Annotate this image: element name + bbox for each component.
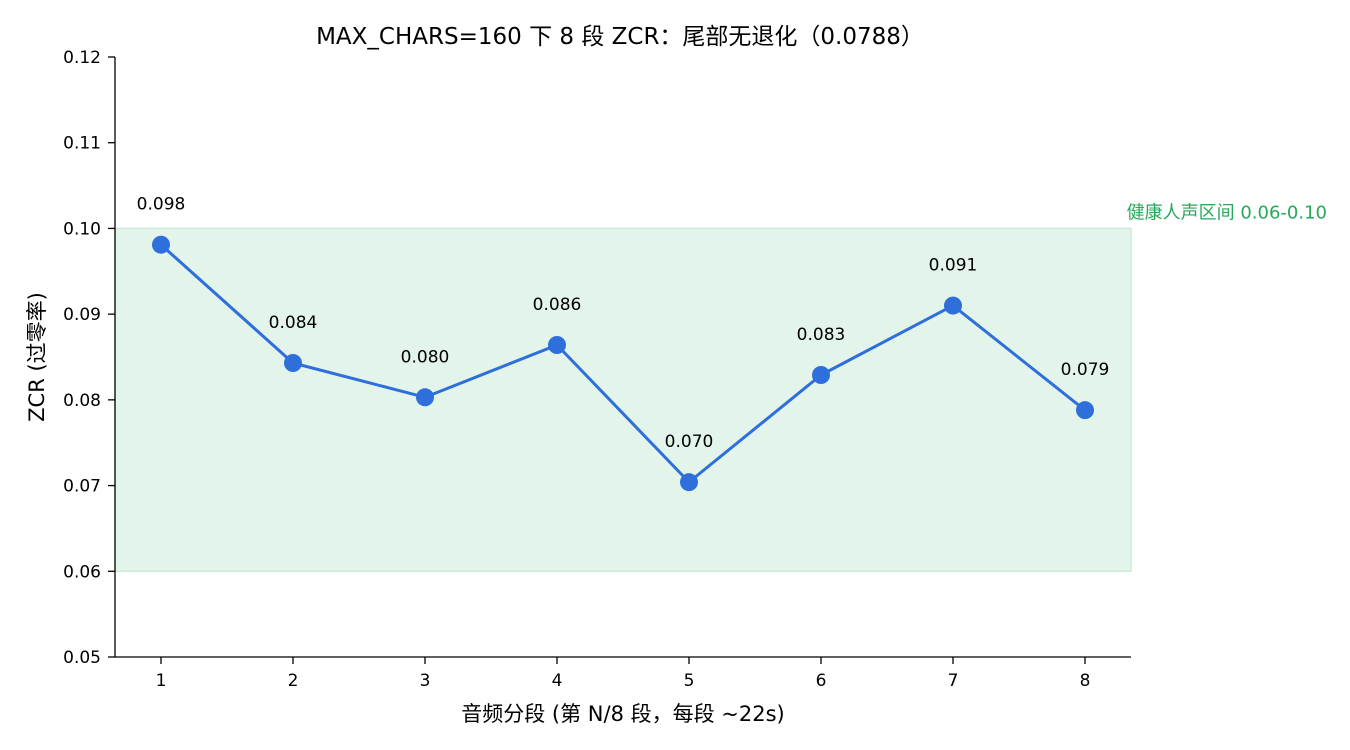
y-tick-label: 0.12 xyxy=(63,48,101,68)
data-point xyxy=(812,366,830,384)
data-point xyxy=(944,296,962,315)
data-label: 0.084 xyxy=(269,313,318,333)
y-axis-label: ZCR (过零率) xyxy=(25,292,49,422)
data-label: 0.098 xyxy=(137,195,186,215)
data-point xyxy=(1076,401,1094,420)
data-point xyxy=(284,354,302,372)
data-label: 0.083 xyxy=(797,325,846,345)
data-label: 0.080 xyxy=(401,347,450,367)
y-tick-label: 0.08 xyxy=(63,391,101,411)
y-tick-label: 0.11 xyxy=(63,134,101,154)
data-point xyxy=(680,473,698,492)
x-ticks: 1 2 3 4 5 6 7 8 xyxy=(156,657,1091,691)
data-label: 0.091 xyxy=(929,256,978,276)
x-tick-label: 5 xyxy=(684,671,695,691)
x-tick-label: 3 xyxy=(420,671,431,691)
chart-title: MAX_CHARS=160 下 8 段 ZCR：尾部无退化（0.0788） xyxy=(316,24,924,50)
y-tick-label: 0.05 xyxy=(63,648,101,668)
data-label: 0.070 xyxy=(665,432,714,452)
band-label: 健康人声区间 0.06-0.10 xyxy=(1127,202,1327,223)
x-tick-label: 8 xyxy=(1080,671,1091,691)
x-tick-label: 2 xyxy=(288,671,299,691)
y-tick-label: 0.10 xyxy=(63,219,101,239)
data-point xyxy=(152,235,170,254)
data-point xyxy=(416,388,434,407)
y-tick-label: 0.09 xyxy=(63,305,101,325)
data-label: 0.079 xyxy=(1061,360,1110,380)
data-label: 0.086 xyxy=(533,295,582,315)
x-tick-label: 7 xyxy=(948,671,959,691)
y-ticks: 0.05 0.06 0.07 0.08 0.09 0.10 0.11 0.12 xyxy=(63,48,115,668)
data-point xyxy=(548,336,566,354)
x-axis-label: 音频分段 (第 N/8 段，每段 ~22s) xyxy=(461,702,785,726)
y-tick-label: 0.06 xyxy=(63,562,101,582)
healthy-band xyxy=(114,227,1132,573)
zcr-series-line xyxy=(159,243,1086,484)
data-labels: 0.098 0.084 0.080 0.086 0.070 0.083 0.091 0.079 xyxy=(137,195,1110,452)
data-points xyxy=(152,235,1094,492)
y-tick-label: 0.07 xyxy=(63,477,101,497)
x-tick-label: 6 xyxy=(816,671,827,691)
x-tick-label: 4 xyxy=(552,671,563,691)
x-tick-label: 1 xyxy=(156,671,167,691)
